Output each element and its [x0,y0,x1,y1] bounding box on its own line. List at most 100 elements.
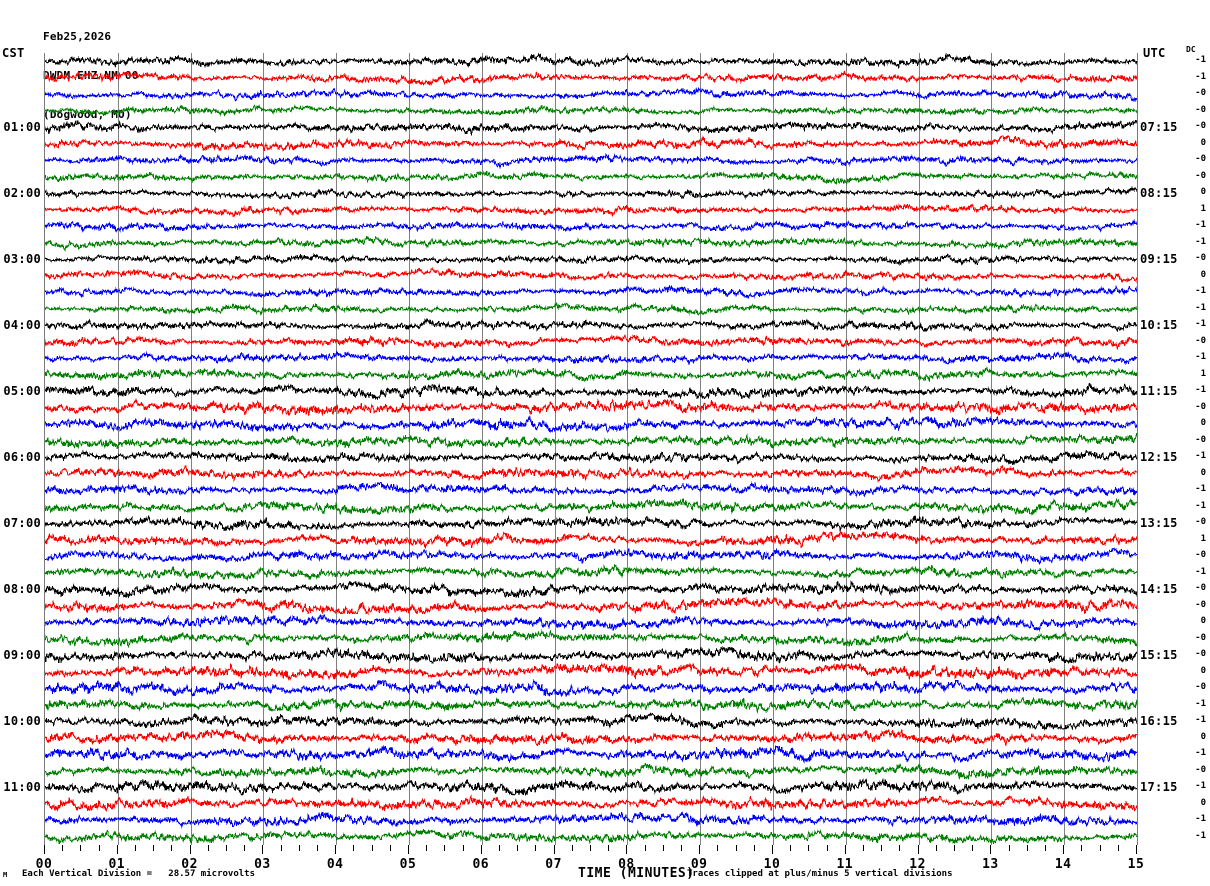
x-tick-minor [827,845,828,851]
x-tick-minor [208,845,209,851]
left-axis-label: CST [2,46,25,60]
vertical-gridline [700,53,701,845]
dc-offset-value: -1 [1195,500,1206,511]
x-tick-minor [535,845,536,851]
seismogram-plot [44,53,1138,845]
vertical-gridline [336,53,337,845]
dc-offset-value: 0 [1200,137,1206,148]
x-tick-label: 03 [254,857,271,872]
header-date: Feb25,2026 [43,30,112,43]
seismic-trace [45,464,1137,484]
dc-offset-value: -1 [1195,286,1206,297]
right-time-axis: 07:15 08:15 09:15 10:15 11:15 12:15 13:15 14:15… [1140,0,1210,886]
dc-offset-value: -1 [1195,319,1206,330]
x-tick-label: 06 [472,857,490,872]
x-tick-major [1136,845,1137,854]
dc-offset-value: -1 [1195,451,1206,462]
vertical-gridline [991,53,992,845]
dc-offset-value: -1 [1195,781,1206,792]
seismic-trace [45,350,1137,366]
x-tick-minor [317,845,318,851]
seismic-trace [45,398,1137,417]
seismic-trace [45,301,1137,316]
dc-offset-value: -1 [1195,484,1206,495]
cst-hour-label: 02:00 [3,186,41,201]
seismic-trace [45,596,1137,615]
seismic-trace [45,284,1137,299]
dc-offset-value: -1 [1195,236,1206,247]
x-tick-major [772,845,773,854]
dc-offset-value: -0 [1195,632,1206,643]
seismic-trace [45,186,1137,201]
dc-offset-value: -0 [1195,88,1206,99]
dc-offset-value: -1 [1195,352,1206,363]
seismic-trace [45,580,1137,599]
x-tick-minor [954,845,955,851]
x-tick-minor [681,845,682,851]
seismic-trace [45,614,1137,632]
dc-offset-value: 0 [1200,467,1206,478]
x-tick-minor [1118,845,1119,851]
dc-offset-value: -0 [1195,583,1206,594]
x-tick-minor [135,845,136,851]
x-tick-minor [153,845,154,851]
dc-column-label: DC [1186,45,1196,54]
dc-offset-value: -1 [1195,748,1206,759]
x-tick-minor [590,845,591,851]
dc-offset-value: -1 [1195,814,1206,825]
dc-offset-value: 0 [1200,616,1206,627]
x-tick-major [481,845,482,854]
seismic-trace [45,829,1137,845]
seismic-trace [45,266,1137,284]
x-tick-minor [881,845,882,851]
utc-hour-label: 14:15 [1140,582,1178,597]
x-tick-minor [463,845,464,851]
utc-hour-label: 12:15 [1140,450,1178,465]
dc-offset-value: 1 [1200,533,1206,544]
seismic-trace [45,811,1137,829]
dc-offset-value: -0 [1195,517,1206,528]
dc-offset-value: -0 [1195,649,1206,660]
x-tick-minor [299,845,300,851]
x-tick-minor [972,845,973,851]
x-tick-minor [517,845,518,851]
x-tick-minor [226,845,227,851]
x-tick-label: 15 [1127,857,1145,872]
seismic-trace [45,103,1137,118]
x-tick-label: 10 [763,857,781,872]
cst-hour-label: 10:00 [3,714,41,729]
dc-offset-value: 0 [1200,797,1206,808]
seismic-trace [45,318,1137,333]
seismic-trace [45,563,1137,581]
utc-hour-label: 10:15 [1140,318,1178,333]
x-tick-major [626,845,627,854]
x-tick-label: 09 [690,857,708,872]
x-tick-minor [717,845,718,851]
vertical-gridline [846,53,847,845]
x-tick-minor [353,845,354,851]
x-tick-minor [499,845,500,851]
x-tick-minor [99,845,100,851]
dc-offset-value: -1 [1195,220,1206,231]
seismic-trace [45,365,1137,383]
x-tick-label: 02 [181,857,198,872]
dc-offset-value: -0 [1195,550,1206,561]
cst-hour-label: 09:00 [3,648,41,663]
utc-hour-label: 15:15 [1140,648,1178,663]
dc-offset-value: -0 [1195,104,1206,115]
seismic-trace [45,744,1137,764]
seismic-trace [45,415,1137,434]
left-time-axis: 01:00 02:00 03:00 04:00 05:00 06:00 07:00 08:00… [0,0,41,886]
x-tick-label: 11 [836,857,854,872]
utc-hour-label: 17:15 [1140,780,1178,795]
x-tick-label: 04 [326,857,344,872]
x-axis-ticks [44,845,1138,855]
x-tick-minor [372,845,373,851]
dc-offset-value: -1 [1195,71,1206,82]
dc-offset-value: -0 [1195,764,1206,775]
x-tick-minor [281,845,282,851]
x-tick-minor [808,845,809,851]
x-tick-minor [790,845,791,851]
x-tick-minor [171,845,172,851]
vertical-gridline [1064,53,1065,845]
